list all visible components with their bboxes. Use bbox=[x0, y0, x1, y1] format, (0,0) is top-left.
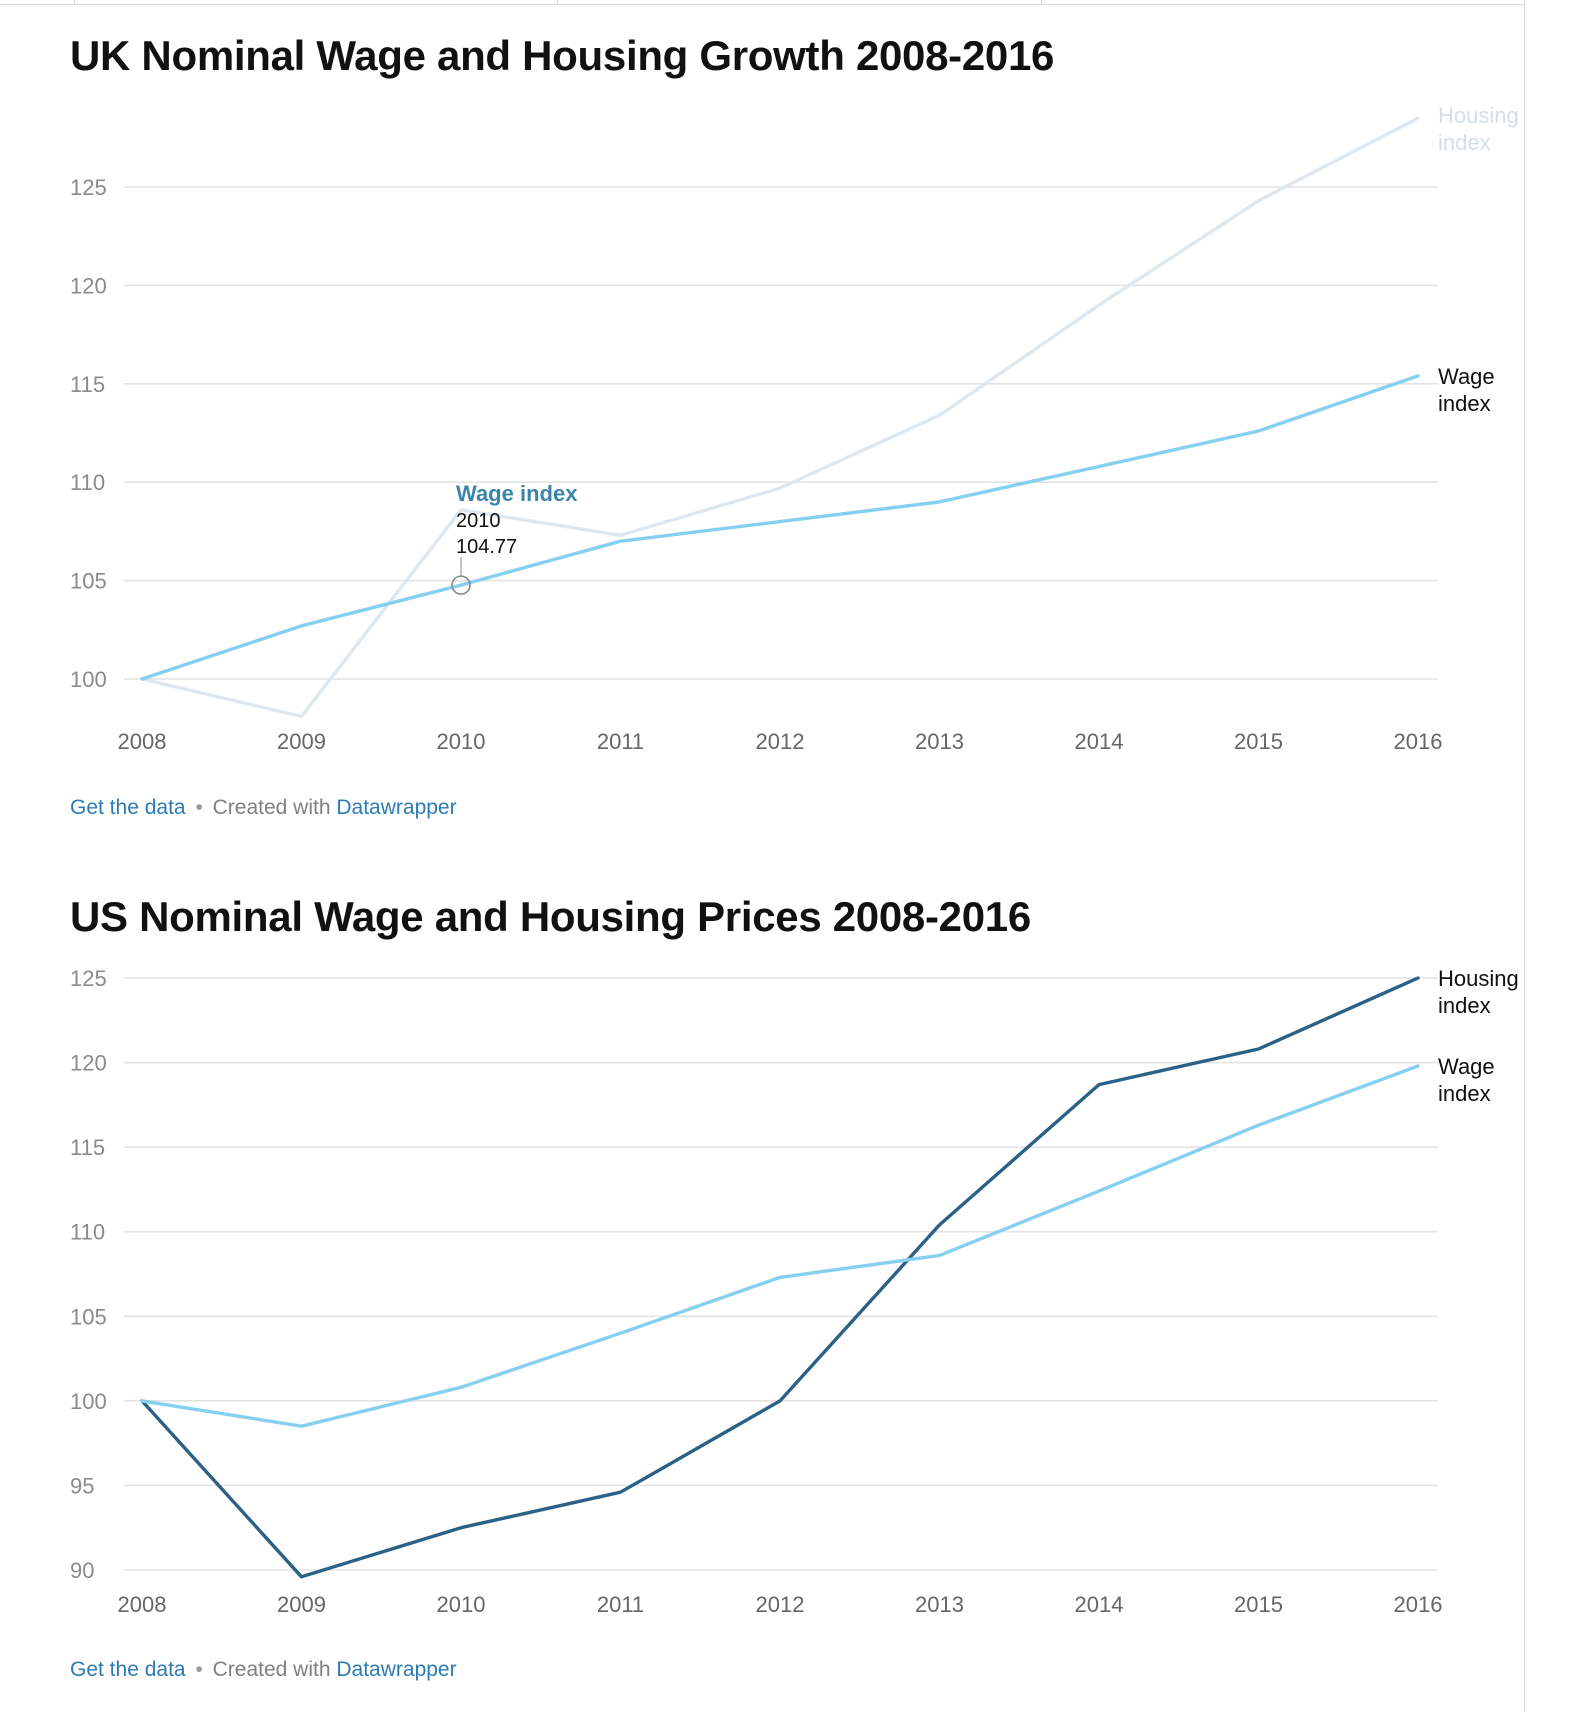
y-tick-label: 95 bbox=[70, 1473, 94, 1498]
x-tick-label: 2015 bbox=[1234, 1592, 1283, 1617]
x-tick-label: 2013 bbox=[915, 1592, 964, 1617]
series-end-label: index bbox=[1438, 130, 1491, 155]
x-tick-label: 2013 bbox=[915, 729, 964, 754]
x-tick-label: 2008 bbox=[118, 729, 167, 754]
y-tick-label: 90 bbox=[70, 1558, 94, 1583]
us-chart-title: US Nominal Wage and Housing Prices 2008-… bbox=[70, 893, 1031, 940]
uk-chart-footer: Get the data • Created with Datawrapper bbox=[70, 796, 457, 820]
top-border-tick bbox=[557, 0, 558, 5]
x-tick-label: 2015 bbox=[1234, 729, 1283, 754]
x-tick-label: 2012 bbox=[756, 1592, 805, 1617]
x-tick-label: 2008 bbox=[118, 1592, 167, 1617]
x-tick-label: 2010 bbox=[437, 729, 486, 754]
y-tick-label: 100 bbox=[70, 1389, 107, 1414]
x-tick-label: 2011 bbox=[597, 1592, 644, 1617]
top-border-tick bbox=[74, 0, 75, 5]
top-border-line bbox=[0, 4, 1524, 5]
top-border-tick bbox=[1041, 0, 1042, 5]
y-tick-label: 115 bbox=[70, 372, 105, 397]
series-end-label: Wage bbox=[1438, 1054, 1495, 1079]
series-end-label: Housing bbox=[1438, 966, 1519, 991]
x-tick-label: 2012 bbox=[756, 729, 805, 754]
tooltip-series-name: Wage index bbox=[456, 481, 578, 506]
series-line-housing-index bbox=[140, 976, 1420, 1579]
footer-separator: • bbox=[195, 1658, 203, 1681]
footer-separator: • bbox=[195, 796, 203, 819]
y-tick-label: 110 bbox=[70, 470, 105, 495]
y-tick-label: 125 bbox=[70, 966, 107, 991]
datawrapper-link[interactable]: Datawrapper bbox=[336, 1658, 457, 1681]
y-tick-label: 115 bbox=[70, 1135, 105, 1160]
x-tick-label: 2009 bbox=[277, 729, 326, 754]
x-tick-label: 2014 bbox=[1075, 729, 1124, 754]
tooltip-value: 104.77 bbox=[456, 536, 517, 558]
get-the-data-link[interactable]: Get the data bbox=[70, 1658, 186, 1681]
y-tick-label: 125 bbox=[70, 175, 107, 200]
y-tick-label: 100 bbox=[70, 667, 107, 692]
y-tick-label: 105 bbox=[70, 569, 107, 594]
x-tick-label: 2010 bbox=[437, 1592, 486, 1617]
series-line-housing-index bbox=[140, 116, 1420, 719]
y-tick-label: 120 bbox=[70, 273, 107, 298]
x-tick-label: 2016 bbox=[1394, 729, 1443, 754]
x-tick-label: 2014 bbox=[1075, 1592, 1124, 1617]
series-line-wage-index bbox=[140, 374, 1420, 681]
us-line-chart: 90 95 100 105 110 115 120 125 2008 2009 2010 2011 20… bbox=[70, 966, 1519, 1617]
y-tick-label: 105 bbox=[70, 1304, 107, 1329]
uk-line-chart: 100 105 110 115 120 125 2008 2009 2010 2011 2012 20… bbox=[70, 103, 1519, 754]
series-end-label: index bbox=[1438, 1081, 1491, 1106]
highlight-point-marker bbox=[451, 575, 471, 595]
x-tick-label: 2016 bbox=[1394, 1592, 1443, 1617]
series-end-label: index bbox=[1438, 993, 1491, 1018]
get-the-data-link[interactable]: Get the data bbox=[70, 796, 186, 819]
series-end-label: Wage bbox=[1438, 364, 1495, 389]
uk-chart-title: UK Nominal Wage and Housing Growth 2008-… bbox=[70, 32, 1055, 79]
created-with-text: Created with bbox=[212, 1658, 331, 1681]
y-tick-label: 120 bbox=[70, 1051, 107, 1076]
created-with-text: Created with bbox=[212, 796, 331, 819]
us-chart-footer: Get the data • Created with Datawrapper bbox=[70, 1658, 457, 1682]
series-end-label: index bbox=[1438, 391, 1491, 416]
x-tick-label: 2011 bbox=[597, 729, 644, 754]
tooltip-year: 2010 bbox=[456, 510, 501, 532]
y-tick-label: 110 bbox=[70, 1220, 105, 1245]
right-border-line bbox=[1524, 0, 1525, 1712]
series-end-label: Housing bbox=[1438, 103, 1519, 128]
x-tick-label: 2009 bbox=[277, 1592, 326, 1617]
datawrapper-link[interactable]: Datawrapper bbox=[336, 796, 457, 819]
series-line-wage-index bbox=[140, 1064, 1420, 1428]
